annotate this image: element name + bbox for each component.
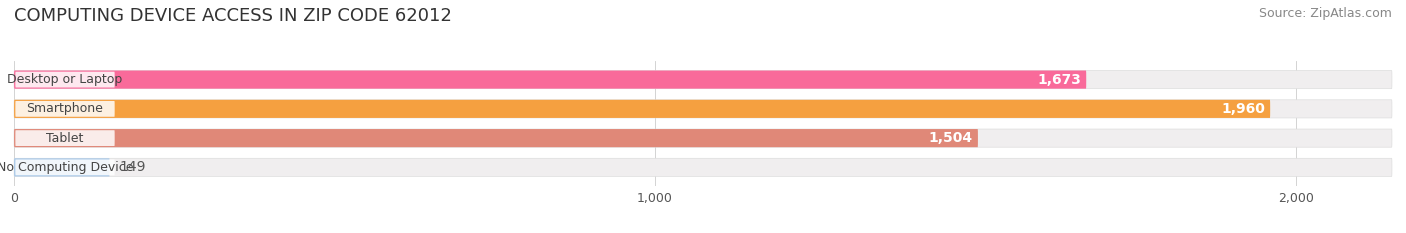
FancyBboxPatch shape (14, 129, 979, 147)
FancyBboxPatch shape (15, 130, 115, 146)
Text: Smartphone: Smartphone (27, 102, 104, 115)
FancyBboxPatch shape (14, 158, 110, 176)
Text: Tablet: Tablet (46, 132, 84, 145)
Text: No Computing Device: No Computing Device (0, 161, 134, 174)
FancyBboxPatch shape (14, 71, 1392, 89)
FancyBboxPatch shape (15, 101, 115, 117)
FancyBboxPatch shape (14, 129, 1392, 147)
FancyBboxPatch shape (14, 100, 1270, 118)
Text: 149: 149 (120, 160, 146, 174)
FancyBboxPatch shape (15, 159, 115, 175)
Text: Desktop or Laptop: Desktop or Laptop (7, 73, 122, 86)
Text: 1,673: 1,673 (1038, 73, 1081, 87)
Text: 1,504: 1,504 (929, 131, 973, 145)
FancyBboxPatch shape (15, 72, 115, 88)
FancyBboxPatch shape (14, 100, 1392, 118)
Text: Source: ZipAtlas.com: Source: ZipAtlas.com (1258, 7, 1392, 20)
Text: COMPUTING DEVICE ACCESS IN ZIP CODE 62012: COMPUTING DEVICE ACCESS IN ZIP CODE 6201… (14, 7, 451, 25)
Text: 1,960: 1,960 (1222, 102, 1265, 116)
FancyBboxPatch shape (14, 158, 1392, 176)
FancyBboxPatch shape (14, 71, 1087, 89)
